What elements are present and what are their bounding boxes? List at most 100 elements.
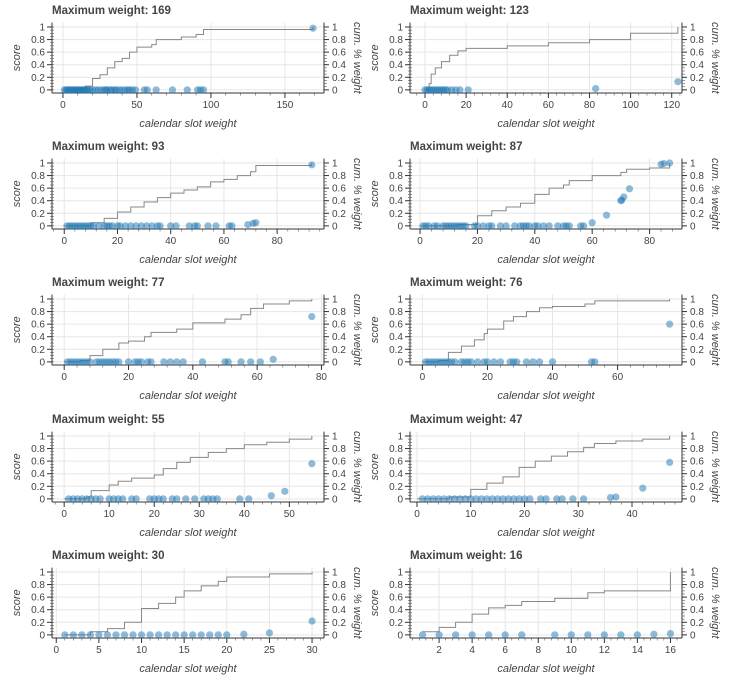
- y2-axis-label: cum. % weight: [351, 22, 363, 94]
- y-tick-label: 1: [39, 432, 45, 443]
- score-point: [545, 222, 553, 230]
- score-point: [168, 86, 177, 94]
- x-tick-label: 80: [316, 372, 328, 383]
- score-point: [569, 495, 577, 503]
- score-point: [143, 222, 151, 230]
- y-tick-label: 0: [39, 85, 45, 96]
- chart-svg: Maximum weight: 550 10 20 30 40 500 00.2 0.20.4…: [11, 414, 363, 539]
- y2-tick-label: 0.2: [690, 482, 704, 493]
- score-point: [485, 631, 493, 639]
- x-tick-label: 0: [417, 236, 423, 247]
- score-point: [86, 631, 94, 639]
- y-tick-label: 0.4: [389, 332, 403, 343]
- y2-tick-label: 0.6: [690, 320, 704, 331]
- x-tick-label: 8: [535, 645, 541, 656]
- chart-panel: Maximum weight: 93 0 20 40 60 80 0 0 0.2 0.2 0.4 0.…: [0, 136, 370, 272]
- score-point: [172, 222, 180, 230]
- y-tick-label: 0.6: [31, 320, 45, 331]
- score-point: [308, 460, 316, 468]
- score-point: [515, 495, 523, 503]
- cum-weight-line: [420, 163, 671, 227]
- y2-tick-label: 0: [332, 85, 338, 96]
- score-point: [116, 222, 124, 230]
- y-tick-label: 0: [397, 630, 403, 641]
- y2-tick-label: 0.8: [690, 307, 704, 318]
- score-point: [146, 631, 154, 639]
- y-tick-label: 1: [397, 432, 403, 443]
- y-tick-label: 0: [397, 494, 403, 505]
- y-tick-label: 1: [39, 295, 45, 306]
- score-point: [143, 86, 151, 94]
- cum-weight-line: [416, 436, 671, 500]
- y2-tick-label: 0: [332, 357, 338, 368]
- x-tick-label: 12: [599, 645, 611, 656]
- score-point: [429, 495, 437, 503]
- y-tick-label: 0.6: [389, 320, 403, 331]
- score-point: [488, 222, 496, 230]
- score-point: [674, 78, 682, 86]
- y-tick-label: 0.6: [31, 593, 45, 604]
- y2-tick-label: 0.2: [690, 345, 704, 356]
- score-point: [148, 222, 156, 230]
- score-point: [522, 358, 531, 366]
- y-tick-label: 1: [39, 568, 45, 579]
- y-tick-label: 0: [397, 221, 403, 232]
- score-point: [197, 631, 205, 639]
- y-axis-label: score: [369, 589, 381, 616]
- y-tick-label: 0.2: [31, 209, 45, 220]
- x-tick-label: 30: [307, 645, 319, 656]
- x-tick-label: 40: [502, 100, 514, 111]
- score-point: [617, 631, 625, 639]
- score-point: [129, 631, 137, 639]
- x-tick-label: 30: [194, 509, 206, 520]
- y-tick-label: 0: [39, 630, 45, 641]
- chart-panel: Maximum weight: 123 0 20 40 60 80 100 120 0 0 0.2 0…: [358, 0, 728, 136]
- score-point: [308, 161, 316, 169]
- y2-axis-label: cum. % weight: [709, 158, 721, 230]
- score-point: [633, 631, 641, 639]
- score-point: [182, 495, 190, 503]
- score-point: [228, 222, 236, 230]
- y2-tick-label: 0.6: [332, 48, 346, 59]
- score-point: [513, 358, 521, 366]
- y2-tick-label: 0.6: [690, 457, 704, 468]
- score-point: [591, 358, 599, 366]
- chart-svg: Maximum weight: 162 4 6 8 10 12 14 160 00.2 0.20.…: [369, 550, 721, 675]
- score-point: [558, 495, 566, 503]
- y2-tick-label: 0.6: [690, 593, 704, 604]
- score-point: [214, 631, 222, 639]
- y-axis-label: score: [11, 180, 23, 207]
- cum-weight-line: [422, 572, 671, 633]
- y2-tick-label: 0.2: [690, 73, 704, 84]
- x-tick-label: 15: [179, 645, 191, 656]
- x-axis-label: calendar slot weight: [497, 663, 595, 675]
- x-tick-label: 40: [239, 509, 251, 520]
- y2-tick-label: 1: [690, 23, 696, 34]
- score-point: [183, 86, 191, 94]
- score-point: [154, 631, 163, 639]
- score-point: [666, 630, 675, 638]
- x-tick-label: 100: [622, 100, 639, 111]
- chart-panel: Maximum weight: 169 0 50 100 150 0 0 0.2 0.2 0.4 0…: [0, 0, 370, 136]
- x-tick-label: 0: [61, 509, 67, 520]
- score-point: [137, 222, 146, 230]
- x-tick-label: 5: [96, 645, 102, 656]
- score-point: [518, 631, 526, 639]
- x-tick-label: 30: [573, 509, 585, 520]
- x-tick-label: 20: [472, 236, 484, 247]
- x-tick-label: 0: [60, 100, 66, 111]
- score-point: [224, 358, 232, 366]
- score-point: [198, 358, 207, 366]
- x-tick-label: 60: [587, 236, 599, 247]
- y2-tick-label: 1: [332, 159, 338, 170]
- score-point: [490, 358, 498, 366]
- score-point: [567, 631, 575, 639]
- score-point: [309, 24, 317, 32]
- y2-tick-label: 0.4: [690, 469, 704, 480]
- y2-tick-label: 0.6: [690, 48, 704, 59]
- y2-axis-label: cum. % weight: [709, 22, 721, 94]
- y-tick-label: 0.6: [389, 457, 403, 468]
- score-point: [112, 631, 120, 639]
- y-tick-label: 0.4: [389, 196, 403, 207]
- y-tick-label: 0.8: [31, 307, 45, 318]
